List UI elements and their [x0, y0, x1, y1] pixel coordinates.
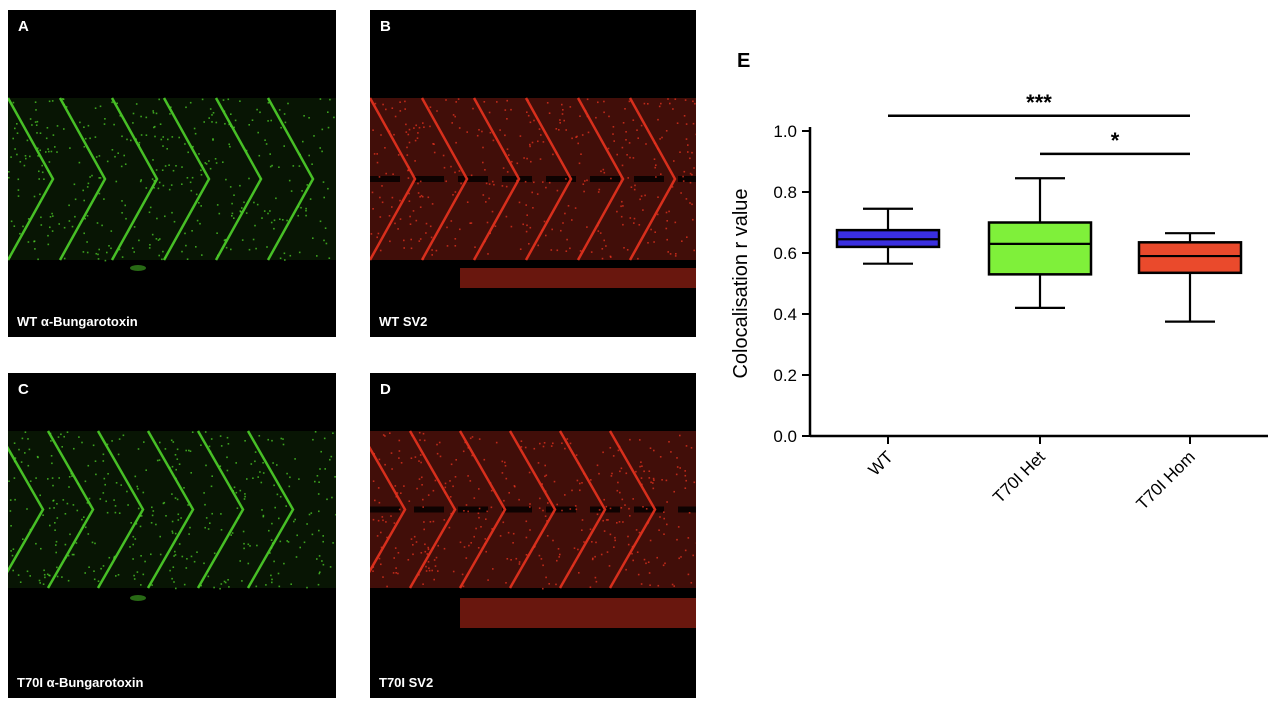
- y-tick-label: 0.4: [773, 305, 797, 324]
- muscle-chevron-image: [370, 430, 696, 628]
- boxplot-chart: E 0.0 0.2 0.4 0.6 0.8 1.0 Colocalisation r valu…: [730, 50, 1268, 514]
- micrograph-panel-c: C T70I α-Bungarotoxin: [8, 373, 336, 698]
- panel-caption: WT SV2: [379, 314, 428, 329]
- muscle-chevron-image: [370, 97, 696, 288]
- box-t70i-het: [987, 177, 1093, 309]
- y-tick-label: 0.8: [773, 183, 797, 202]
- micrograph-panel-b: B WT SV2: [370, 10, 696, 337]
- panel-letter: A: [18, 18, 29, 35]
- y-tick-label: 0.2: [773, 366, 797, 385]
- panel-letter: D: [380, 381, 391, 398]
- micrograph-panel-d: D T70I SV2: [370, 373, 696, 698]
- significance-label: *: [1111, 128, 1120, 153]
- muscle-chevron-image: [8, 430, 336, 601]
- panel-letter: C: [18, 381, 29, 398]
- box-wt: [835, 207, 941, 265]
- y-tick-label: 0.0: [773, 427, 797, 446]
- y-axis-label: Colocalisation r value: [730, 188, 752, 378]
- micrograph-panel-a: A WT α-Bungarotoxin: [8, 10, 336, 337]
- muscle-chevron-image: [8, 97, 336, 271]
- x-tick-label: T70I Het: [989, 447, 1049, 507]
- panel-caption: T70I α-Bungarotoxin: [17, 675, 144, 690]
- box-iqr: [1137, 241, 1243, 275]
- panel-caption: T70I SV2: [379, 675, 434, 690]
- box-iqr: [987, 221, 1093, 276]
- y-tick-label: 0.6: [773, 244, 797, 263]
- box-t70i-hom: [1137, 232, 1243, 323]
- panel-letter: B: [380, 18, 391, 35]
- x-tick-label: T70I Hom: [1133, 447, 1199, 513]
- y-tick-label: 1.0: [773, 122, 797, 141]
- panel-label-e: E: [737, 50, 750, 72]
- x-tick-label: WT: [865, 447, 897, 479]
- significance-label: ***: [1026, 90, 1052, 115]
- panel-caption: WT α-Bungarotoxin: [17, 314, 138, 329]
